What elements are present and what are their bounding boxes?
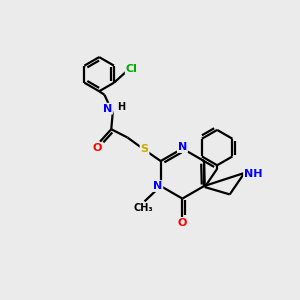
Text: N: N bbox=[178, 142, 187, 152]
Text: N: N bbox=[103, 103, 112, 114]
Text: O: O bbox=[178, 218, 187, 228]
Text: H: H bbox=[117, 102, 125, 112]
Text: S: S bbox=[140, 144, 148, 154]
Text: NH: NH bbox=[244, 169, 262, 179]
Text: N: N bbox=[153, 181, 162, 191]
Text: CH₃: CH₃ bbox=[133, 203, 153, 213]
Text: O: O bbox=[92, 143, 102, 153]
Text: Cl: Cl bbox=[126, 64, 138, 74]
